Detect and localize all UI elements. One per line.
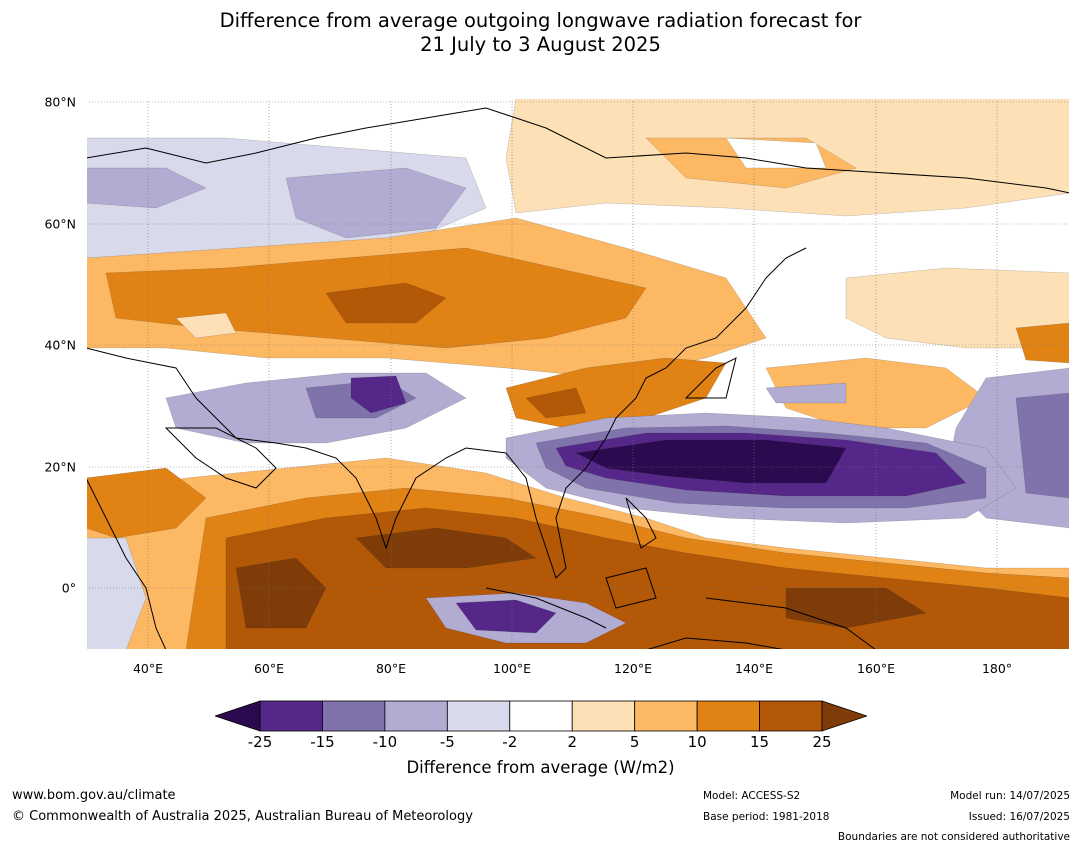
- philippines-coast: [625, 497, 657, 549]
- title-line-1: Difference from average outgoing longwav…: [219, 9, 862, 32]
- africa-east-coast: [86, 477, 167, 650]
- copyright-text: © Commonwealth of Australia 2025, Austra…: [12, 809, 473, 824]
- issued-date: Issued: 16/07/2025: [968, 811, 1070, 823]
- lon-label-100e: 100°E: [492, 661, 532, 676]
- website-link[interactable]: www.bom.gov.au/climate: [12, 788, 176, 803]
- colorbar-extend-low: [213, 700, 261, 732]
- anomaly-field: [86, 98, 1070, 650]
- colorbar-segment: [322, 700, 386, 732]
- arctic-coast: [86, 107, 1070, 194]
- colorbar-tick-label: -5: [439, 733, 455, 751]
- colorbar-segment: [696, 700, 760, 732]
- forecast-map: [86, 98, 1070, 650]
- colorbar-segment: [634, 700, 698, 732]
- colorbar-tick-label: -10: [372, 733, 398, 751]
- map-frame: [86, 98, 1070, 650]
- lat-label-80n: 80°N: [44, 94, 76, 110]
- new-guinea-coast: [705, 597, 877, 650]
- colorbar-extend-high: [821, 700, 869, 732]
- boundaries-disclaimer: Boundaries are not considered authoritat…: [837, 831, 1070, 843]
- colorbar: [213, 700, 869, 736]
- colorbar-tick-label: 15: [750, 733, 770, 751]
- colorbar-tick-label: 2: [567, 733, 577, 751]
- colorbar-tick-label: -2: [502, 733, 518, 751]
- lat-label-40n: 40°N: [44, 337, 76, 353]
- graticule: [86, 98, 1070, 650]
- colorbar-segment: [259, 700, 323, 732]
- australia-north-coast: [645, 637, 787, 650]
- model-run-date: Model run: 14/07/2025: [950, 790, 1070, 802]
- lon-label-40e: 40°E: [132, 661, 164, 676]
- colorbar-segment: [509, 700, 573, 732]
- colorbar-label: Difference from average (W/m2): [406, 758, 675, 777]
- coastlines: [86, 107, 1070, 650]
- asia-south-coast: [86, 247, 807, 579]
- model-name: Model: ACCESS-S2: [703, 790, 801, 802]
- base-period: Base period: 1981-2018: [703, 811, 830, 823]
- lon-label-160e: 160°E: [856, 661, 896, 676]
- map-canvas: [86, 98, 1070, 650]
- lat-label-0: 0°: [61, 580, 76, 596]
- colorbar-tick-label: 5: [629, 733, 640, 751]
- lat-label-60n: 60°N: [44, 216, 76, 232]
- arabia-coast: [164, 427, 277, 489]
- sumatra-java-coast: [485, 587, 607, 629]
- lat-label-20n: 20°N: [44, 459, 76, 475]
- colorbar-tick-label: 25: [812, 733, 832, 751]
- japan-coast: [684, 357, 737, 399]
- colorbar-segment: [384, 700, 448, 732]
- lon-label-120e: 120°E: [613, 661, 653, 676]
- chart-title: Difference from average outgoing longwav…: [0, 9, 1081, 57]
- colorbar-segment: [446, 700, 511, 732]
- lon-label-180: 180°: [981, 661, 1013, 676]
- colorbar-segment: [571, 700, 636, 732]
- borneo-coast: [605, 567, 657, 609]
- colorbar-svg: [213, 700, 869, 732]
- lon-label-60e: 60°E: [253, 661, 285, 676]
- colorbar-tick-label: 10: [687, 733, 707, 751]
- colorbar-segment: [759, 700, 823, 732]
- title-line-2: 21 July to 3 August 2025: [420, 33, 661, 56]
- colorbar-tick-label: -25: [247, 733, 273, 751]
- lon-label-80e: 80°E: [375, 661, 407, 676]
- colorbar-tick-label: -15: [310, 733, 335, 751]
- lon-label-140e: 140°E: [734, 661, 774, 676]
